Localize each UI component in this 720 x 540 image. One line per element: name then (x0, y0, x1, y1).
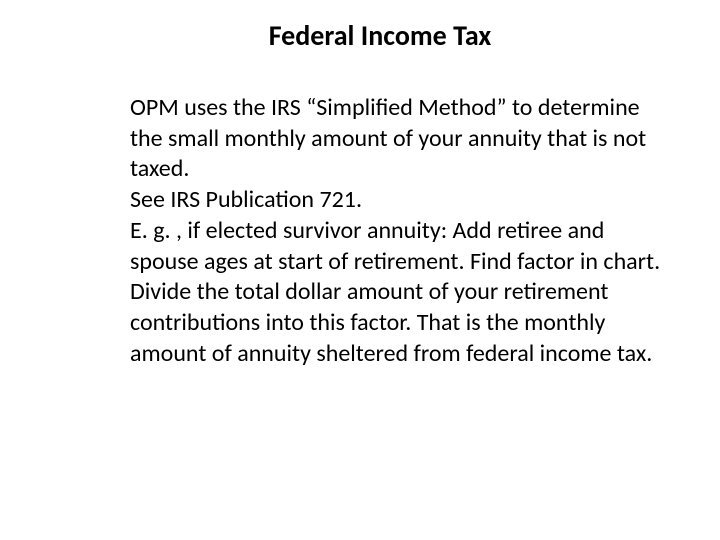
slide-title: Federal Income Tax (0, 18, 720, 53)
paragraph-2: See IRS Publication 721. (130, 185, 665, 216)
slide-body: OPM uses the IRS “Simplified Method” to … (0, 93, 720, 369)
paragraph-1: OPM uses the IRS “Simplified Method” to … (130, 93, 665, 185)
slide-container: Federal Income Tax OPM uses the IRS “Sim… (0, 0, 720, 540)
paragraph-3: E. g. , if elected survivor annuity: Add… (130, 216, 665, 370)
